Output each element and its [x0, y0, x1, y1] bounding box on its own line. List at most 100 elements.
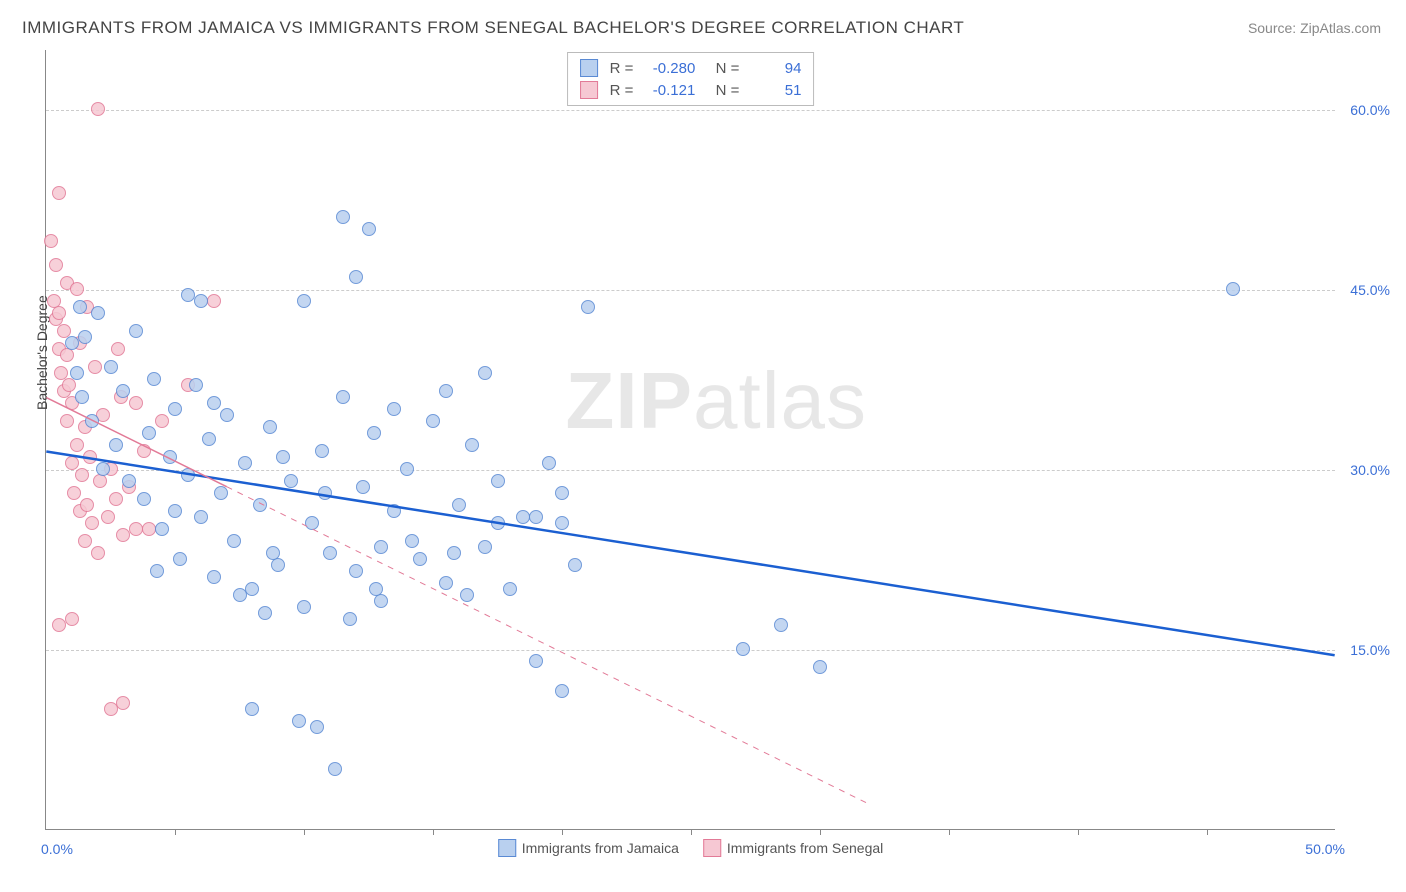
swatch-senegal-icon: [703, 839, 721, 857]
point-senegal: [70, 282, 84, 296]
point-senegal: [91, 546, 105, 560]
point-jamaica: [181, 468, 195, 482]
x-axis-max-label: 50.0%: [1305, 841, 1345, 857]
gridline-horizontal: [46, 110, 1335, 111]
point-jamaica: [258, 606, 272, 620]
point-jamaica: [426, 414, 440, 428]
point-jamaica: [328, 762, 342, 776]
point-jamaica: [142, 426, 156, 440]
stat-n-senegal: 51: [747, 82, 801, 99]
point-senegal: [62, 378, 76, 392]
point-senegal: [80, 498, 94, 512]
point-senegal: [111, 342, 125, 356]
point-jamaica: [147, 372, 161, 386]
point-jamaica: [163, 450, 177, 464]
x-tick: [1078, 829, 1079, 835]
point-jamaica: [271, 558, 285, 572]
point-jamaica: [75, 390, 89, 404]
point-jamaica: [109, 438, 123, 452]
y-axis-title: Bachelor's Degree: [34, 295, 50, 410]
point-jamaica: [568, 558, 582, 572]
y-tick-label: 15.0%: [1350, 642, 1390, 658]
point-jamaica: [104, 360, 118, 374]
point-jamaica: [555, 486, 569, 500]
gridline-horizontal: [46, 290, 1335, 291]
point-jamaica: [555, 684, 569, 698]
watermark: ZIPatlas: [566, 355, 867, 447]
point-jamaica: [369, 582, 383, 596]
point-senegal: [155, 414, 169, 428]
trendline-dashed: [587, 537, 1334, 655]
point-jamaica: [452, 498, 466, 512]
stats-row-jamaica: R = -0.280 N = 94: [580, 57, 802, 79]
point-jamaica: [207, 396, 221, 410]
point-jamaica: [181, 288, 195, 302]
point-jamaica: [245, 582, 259, 596]
point-senegal: [49, 258, 63, 272]
stat-r-jamaica: -0.280: [641, 60, 695, 77]
x-tick: [175, 829, 176, 835]
point-jamaica: [323, 546, 337, 560]
point-jamaica: [194, 294, 208, 308]
point-jamaica: [292, 714, 306, 728]
point-senegal: [60, 414, 74, 428]
x-tick: [562, 829, 563, 835]
point-jamaica: [349, 564, 363, 578]
trend-lines-svg: [46, 50, 1335, 829]
chart-plot-area: ZIPatlas R = -0.280 N = 94 R = -0.121 N …: [45, 50, 1335, 830]
point-jamaica: [78, 330, 92, 344]
point-jamaica: [276, 450, 290, 464]
x-tick: [1207, 829, 1208, 835]
point-senegal: [142, 522, 156, 536]
point-senegal: [91, 102, 105, 116]
point-senegal: [88, 360, 102, 374]
point-jamaica: [73, 300, 87, 314]
point-jamaica: [189, 378, 203, 392]
point-jamaica: [173, 552, 187, 566]
point-jamaica: [85, 414, 99, 428]
point-jamaica: [155, 522, 169, 536]
legend-label-jamaica: Immigrants from Jamaica: [522, 840, 679, 856]
point-jamaica: [413, 552, 427, 566]
point-jamaica: [387, 504, 401, 518]
stat-n-jamaica: 94: [747, 60, 801, 77]
point-jamaica: [220, 408, 234, 422]
point-jamaica: [150, 564, 164, 578]
point-jamaica: [529, 654, 543, 668]
stat-n-label: N =: [707, 60, 739, 77]
point-jamaica: [581, 300, 595, 314]
point-jamaica: [233, 588, 247, 602]
point-jamaica: [478, 366, 492, 380]
point-senegal: [207, 294, 221, 308]
point-jamaica: [70, 366, 84, 380]
point-jamaica: [168, 402, 182, 416]
point-jamaica: [253, 498, 267, 512]
y-tick-label: 45.0%: [1350, 282, 1390, 298]
point-jamaica: [439, 576, 453, 590]
stat-r-label: R =: [610, 60, 634, 77]
point-senegal: [70, 438, 84, 452]
point-jamaica: [297, 600, 311, 614]
point-jamaica: [374, 594, 388, 608]
point-jamaica: [491, 474, 505, 488]
point-jamaica: [400, 462, 414, 476]
point-jamaica: [194, 510, 208, 524]
point-jamaica: [129, 324, 143, 338]
stat-n-label: N =: [707, 82, 739, 99]
point-senegal: [137, 444, 151, 458]
legend-item-jamaica: Immigrants from Jamaica: [498, 839, 679, 857]
point-jamaica: [356, 480, 370, 494]
point-jamaica: [284, 474, 298, 488]
point-senegal: [116, 528, 130, 542]
point-jamaica: [305, 516, 319, 530]
point-jamaica: [529, 510, 543, 524]
point-jamaica: [465, 438, 479, 452]
stats-legend-box: R = -0.280 N = 94 R = -0.121 N = 51: [567, 52, 815, 106]
point-jamaica: [266, 546, 280, 560]
point-jamaica: [315, 444, 329, 458]
point-senegal: [104, 702, 118, 716]
x-tick: [949, 829, 950, 835]
point-jamaica: [343, 612, 357, 626]
point-jamaica: [168, 504, 182, 518]
bottom-legend: Immigrants from Jamaica Immigrants from …: [498, 839, 884, 857]
